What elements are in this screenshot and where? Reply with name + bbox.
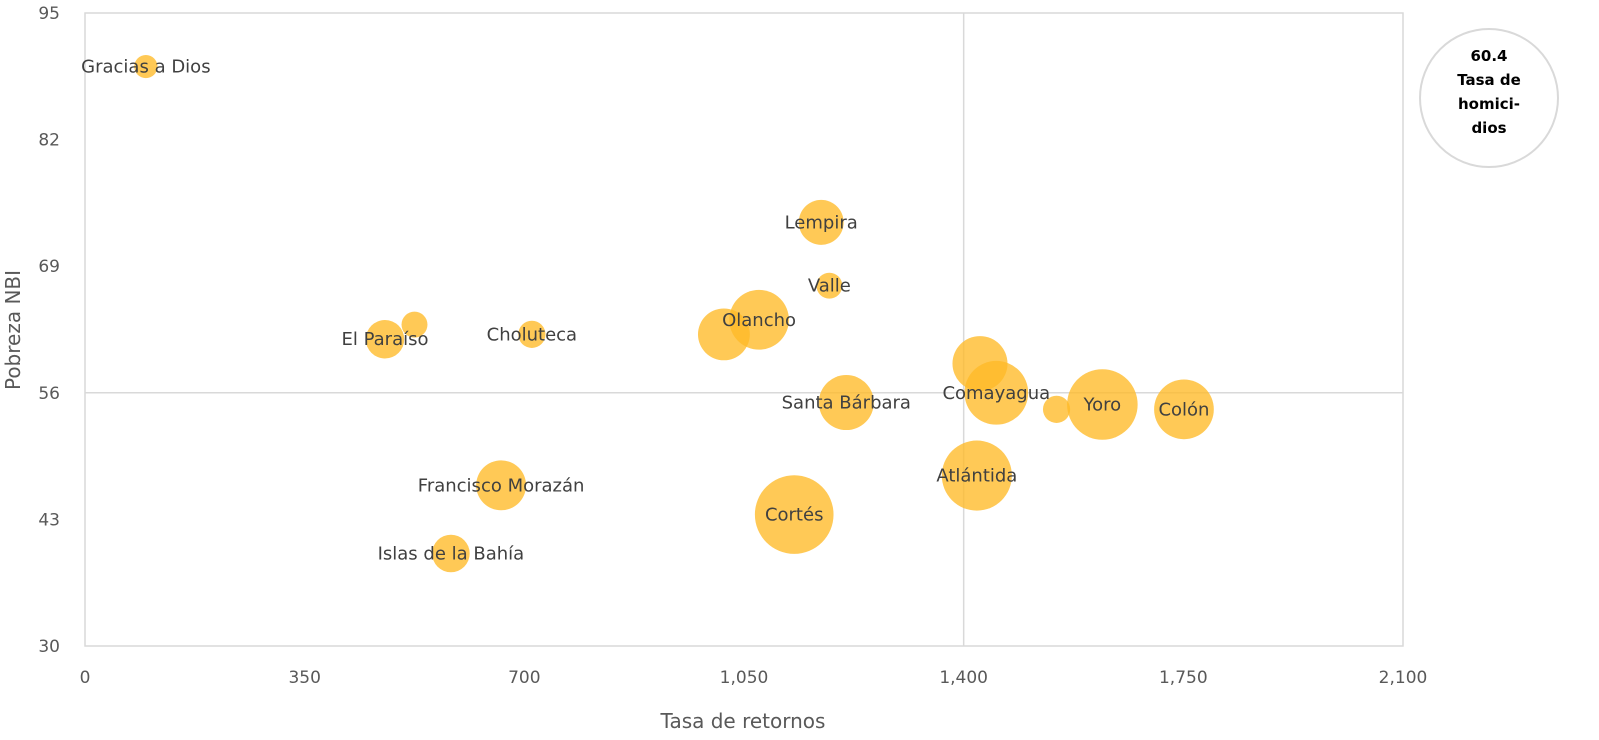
bubble [1154,379,1214,440]
bubble-label: Colón [1158,399,1209,420]
size-legend-line-1: Tasa de [1457,71,1521,89]
bubble [432,534,470,573]
bubble [818,375,874,431]
bubble-label: Francisco Morazán [418,475,585,496]
bubble [798,199,844,245]
bubble-label: Santa Bárbara [782,393,911,414]
y-axis-ticks: 30 43 56 69 82 95 [38,4,60,657]
bubble-label: Atlántida [936,466,1017,487]
size-legend-circle [1419,28,1559,168]
y-axis-title: Pobreza NBI [1,270,25,390]
bubble-label: Gracias a Dios [81,57,210,78]
size-legend-line-2: homici- [1458,95,1520,113]
x-tick-label: 350 [288,668,320,688]
bubble-label: Valle [808,276,851,297]
bubble [518,320,546,348]
x-tick-label: 0 [80,668,91,688]
bubble [964,360,1029,425]
bubble [476,460,527,511]
x-axis-title: Tasa de retornos [660,709,826,733]
x-axis-ticks: 0 350 700 1,050 1,400 1,750 2,100 [80,668,1428,688]
x-tick-label: 1,400 [939,668,988,688]
bubble [1067,369,1138,440]
y-tick-label: 82 [38,131,60,151]
bubble [134,54,158,79]
bubble-label: Lempira [785,212,858,233]
bubble-label: Comayagua [942,383,1050,404]
bubble [816,272,843,299]
bubble [941,440,1012,511]
bubble-label: Yoro [1083,394,1122,415]
bubble-labels: Gracias a Dios El Paraíso Choluteca Francis… [81,57,1209,565]
x-tick-label: 700 [508,668,540,688]
bubble-label: Islas de la Bahía [378,543,525,564]
bubble-label: Olancho [722,310,796,331]
y-tick-label: 69 [38,257,60,277]
bubble-label: El Paraíso [342,329,429,350]
y-tick-label: 43 [38,510,60,530]
bubble-series [134,54,1214,573]
bubble [1042,395,1071,423]
bubble-label: Choluteca [487,324,577,345]
bubble [365,320,405,359]
bubble [401,311,428,338]
y-tick-label: 56 [38,384,60,404]
x-tick-label: 1,750 [1159,668,1208,688]
bubble-size-legend: 60.4 Tasa de homici- dios [1419,28,1559,168]
y-tick-label: 30 [38,637,60,657]
bubble [729,289,789,350]
size-legend-line-3: dios [1471,119,1506,137]
x-tick-label: 1,050 [720,668,769,688]
y-tick-label: 95 [38,4,60,24]
x-tick-label: 2,100 [1379,668,1428,688]
bubble-label: Cortés [765,505,824,526]
size-legend-value: 60.4 [1470,47,1507,65]
bubble [754,475,834,554]
plot-border [84,12,1404,647]
